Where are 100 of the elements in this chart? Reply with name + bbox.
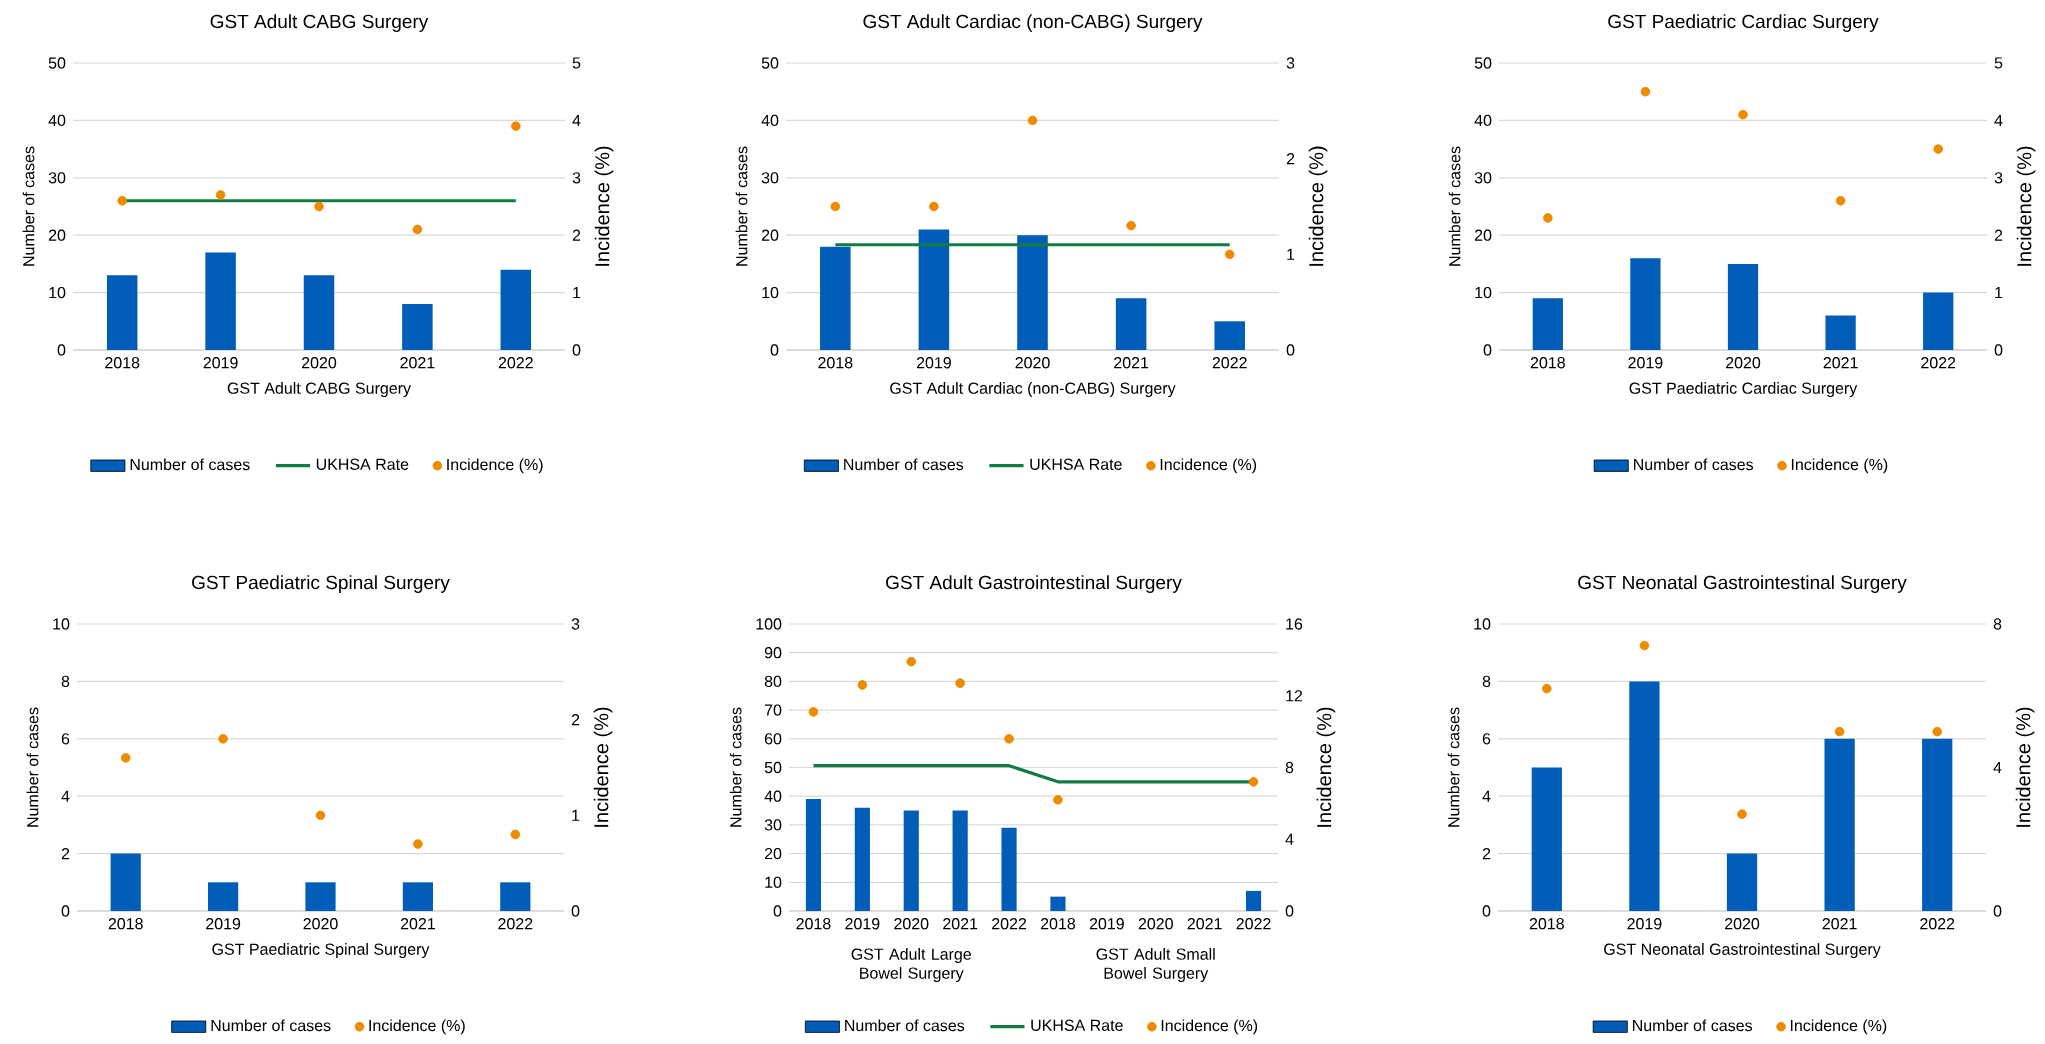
x-axis-title: GST Paediatric Cardiac Surgery <box>1629 382 1858 398</box>
x-tick-label: 2020 <box>1015 357 1050 369</box>
point <box>1834 726 1845 737</box>
x-axis-title: GST Paediatric Spinal Surgery <box>212 943 430 959</box>
y-tick-label: 30 <box>48 172 66 184</box>
y2-tick-label: 3 <box>571 618 580 630</box>
y2-tick-label: 8 <box>1993 618 2002 630</box>
point <box>218 734 228 744</box>
x-tick-label: 2022 <box>1921 357 1956 369</box>
y-axis-title: Number of cases <box>1447 707 1460 827</box>
y-axis-title: Number of cases <box>735 146 748 266</box>
y-tick-label: 100 <box>756 618 782 630</box>
bar <box>500 269 532 350</box>
x-tick-label: 2022 <box>992 918 1027 930</box>
y2-axis-title: Incidence (%) <box>594 146 614 266</box>
bar <box>805 799 822 911</box>
y2-axis-title: Incidence (%) <box>2015 707 2035 827</box>
y2-tick-label: 3 <box>1994 172 2003 184</box>
x-axis-title: GST Neonatal Gastrointestinal Surgery <box>1604 943 1881 959</box>
y-tick-label: 80 <box>764 675 782 688</box>
point <box>412 224 423 235</box>
y-tick-label: 30 <box>761 172 779 184</box>
point <box>510 829 521 840</box>
bar <box>303 275 335 350</box>
point <box>1053 794 1063 805</box>
point <box>1932 726 1943 737</box>
y-tick-label: 0 <box>57 344 66 356</box>
y-tick-label: 6 <box>1482 733 1491 745</box>
x-tick-label: 2022 <box>498 357 533 369</box>
point <box>1639 640 1650 651</box>
point <box>315 810 326 821</box>
bar <box>1115 298 1147 350</box>
x-tick-label: 2021 <box>1823 357 1858 369</box>
x-tick-label: 2021 <box>1187 918 1222 930</box>
text: GST Adult Large Bowel Surgery <box>851 948 971 982</box>
y-tick-label: 8 <box>61 675 70 688</box>
y2-tick-label: 16 <box>1286 618 1303 630</box>
x-tick-label: 2020 <box>1726 357 1761 369</box>
x-tick-label: 2020 <box>894 918 929 930</box>
bar <box>1001 827 1017 911</box>
y2-tick-label: 1 <box>1995 287 2003 299</box>
point <box>929 201 939 212</box>
y-tick-label: 0 <box>773 905 782 917</box>
x-tick-label: 2019 <box>1627 918 1662 930</box>
y2-tick-label: 12 <box>1286 690 1303 702</box>
bar <box>952 810 968 911</box>
y2-tick-label: 4 <box>572 114 581 126</box>
legend-label: Number of cases <box>211 1019 331 1032</box>
y-tick-label: 50 <box>48 57 66 69</box>
y-axis-title: Number of cases <box>26 707 39 827</box>
bar <box>1923 292 1954 350</box>
y-tick-label: 20 <box>48 229 66 241</box>
x-tick-label: 2022 <box>498 918 533 930</box>
y2-axis-title: Incidence (%) <box>2016 146 2036 266</box>
y-tick-label: 50 <box>1474 57 1492 69</box>
y2-tick-label: 0 <box>571 905 580 917</box>
x-tick-label: 2022 <box>1236 918 1271 930</box>
point <box>1835 195 1846 206</box>
legend-label: UKHSA Rate <box>316 458 409 470</box>
point <box>1640 86 1651 97</box>
point <box>906 656 917 667</box>
x-tick-label: 2021 <box>943 918 978 930</box>
legend-label: Incidence (%) <box>1790 1019 1887 1035</box>
y2-tick-label: 0 <box>1994 344 2003 356</box>
x-tick-label: 2019 <box>206 918 241 930</box>
x-tick-label: 2019 <box>1628 357 1663 369</box>
y-tick-label: 90 <box>764 647 782 659</box>
legend-label: Incidence (%) <box>1161 1019 1258 1035</box>
bar <box>1214 321 1245 350</box>
bar <box>820 246 851 350</box>
bar <box>1532 298 1563 350</box>
y-tick-label: 10 <box>49 286 66 299</box>
point <box>1738 109 1748 120</box>
legend-label: Number of cases <box>130 458 250 471</box>
y-tick-label: 70 <box>764 704 782 716</box>
x-tick-label: 2020 <box>303 918 338 930</box>
legend-label: Number of cases <box>845 1019 965 1032</box>
y-axis-title: Number of cases <box>729 707 742 827</box>
point <box>1224 249 1235 260</box>
y-tick-label: 40 <box>761 114 779 127</box>
y-tick-label: 8 <box>1482 675 1491 688</box>
point <box>511 121 521 131</box>
bar <box>1630 258 1661 350</box>
legend-label: Number of cases <box>1633 1019 1753 1032</box>
x-tick-label: 2019 <box>845 918 880 930</box>
bar <box>1825 315 1856 350</box>
legend-label: UKHSA Rate <box>1030 458 1122 470</box>
y2-tick-label: 1 <box>1287 248 1295 260</box>
x-tick-label: 2022 <box>1212 357 1247 369</box>
chart-title: GST Adult Cardiac (non-CABG) Surgery <box>863 14 1203 32</box>
legend-label: Incidence (%) <box>447 458 543 474</box>
bar <box>1922 738 1953 911</box>
point <box>1027 115 1038 126</box>
point <box>314 201 324 212</box>
y-tick-label: 0 <box>1483 344 1492 356</box>
x-tick-label: 2018 <box>1040 918 1076 930</box>
y-tick-label: 4 <box>61 790 70 802</box>
bar <box>1050 896 1066 911</box>
x-axis-title: GST Adult Cardiac (non-CABG) Surgery <box>890 382 1176 398</box>
y-tick-label: 2 <box>1482 848 1491 860</box>
